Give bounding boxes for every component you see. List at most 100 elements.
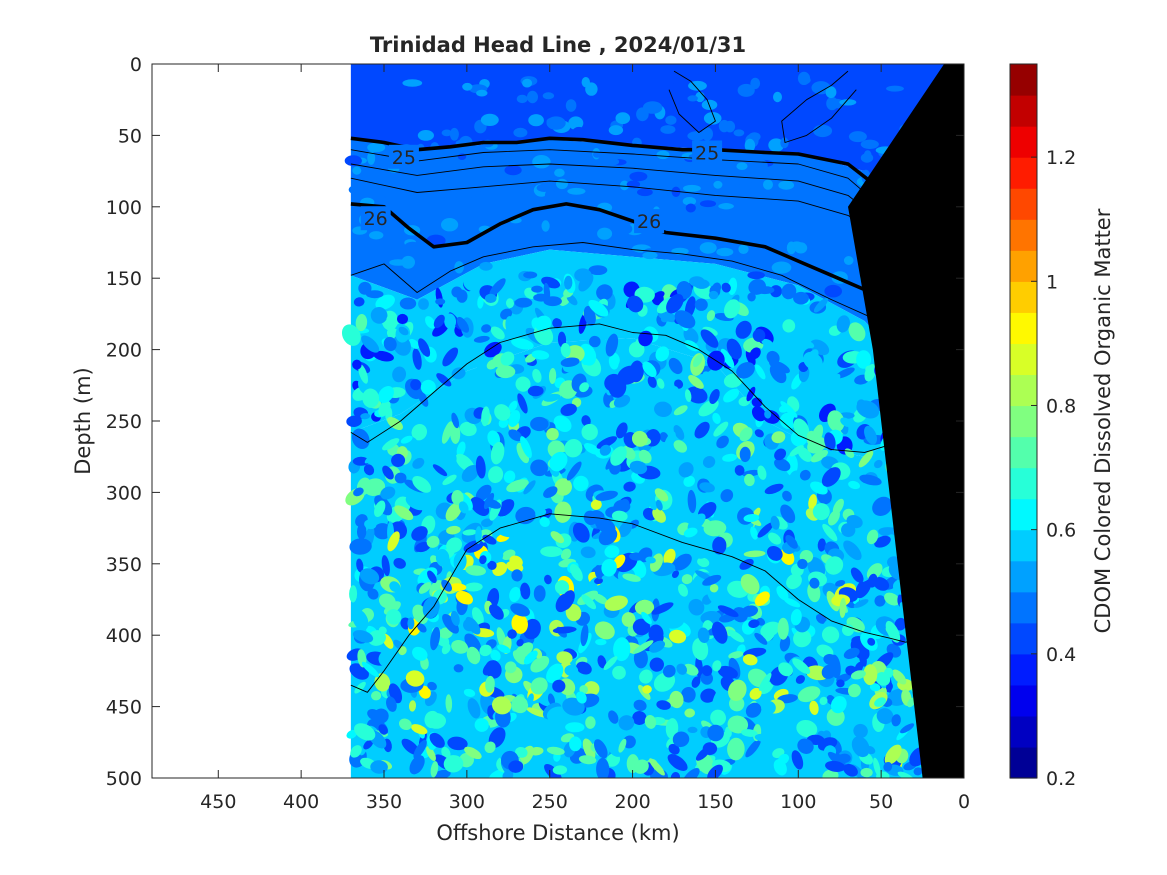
x-tick-label: 250 — [532, 791, 568, 813]
field-cell — [712, 660, 722, 672]
y-tick-label: 350 — [106, 554, 142, 576]
field-cell — [736, 362, 755, 379]
field-cell — [613, 394, 631, 408]
field-cell — [688, 374, 704, 389]
field-cell — [357, 592, 372, 611]
field-cell — [451, 490, 464, 506]
field-cell — [554, 478, 572, 496]
field-cell — [354, 723, 376, 741]
field-cell — [490, 441, 505, 465]
field-cell — [687, 95, 698, 102]
y-tick-label: 400 — [106, 625, 142, 647]
colorbar-tick-label: 0.6 — [1046, 520, 1076, 542]
field-cell — [370, 307, 388, 324]
y-axis-label: Depth (m) — [71, 367, 95, 474]
field-cell — [683, 663, 699, 676]
field-cell — [417, 623, 427, 633]
field-cell — [789, 445, 804, 457]
colorbar-swatch — [1010, 374, 1037, 407]
field-cell — [564, 664, 579, 677]
field-cell — [451, 412, 460, 429]
field-cell — [486, 246, 502, 260]
field-cell — [552, 765, 568, 775]
field-cell — [405, 495, 427, 511]
density-contour — [781, 70, 857, 143]
field-cell — [515, 747, 528, 758]
field-cell — [543, 486, 558, 498]
field-cell — [755, 364, 766, 380]
field-cell — [378, 649, 398, 667]
field-cell — [644, 714, 657, 729]
field-cell — [404, 272, 414, 282]
field-cell — [856, 350, 872, 369]
field-cell — [418, 582, 432, 594]
field-cell — [747, 292, 756, 302]
field-cell — [532, 155, 551, 169]
field-cell — [741, 729, 758, 737]
density-contour — [668, 70, 716, 133]
field-cell — [405, 670, 425, 687]
field-cell — [527, 90, 538, 104]
field-cell — [407, 617, 415, 630]
field-cell — [456, 289, 468, 303]
contour-label-bg — [388, 144, 419, 169]
field-cell — [513, 127, 528, 138]
field-cell — [810, 449, 829, 463]
field-cell — [470, 497, 490, 516]
field-cell — [463, 276, 477, 292]
field-cell — [572, 126, 586, 137]
field-cell — [518, 353, 528, 368]
field-cell — [433, 769, 451, 778]
colorbar-tick-label: 1.2 — [1046, 147, 1076, 169]
field-cell — [608, 710, 619, 724]
field-cell — [471, 190, 484, 202]
field-cell — [599, 444, 612, 456]
x-tick-label: 450 — [200, 791, 236, 813]
field-cell — [778, 662, 793, 677]
field-cell — [649, 758, 665, 776]
field-cell — [797, 558, 808, 570]
field-cell — [459, 421, 477, 437]
field-cell — [492, 548, 504, 561]
band-surface — [350, 64, 948, 204]
field-cell — [344, 155, 362, 167]
field-cell — [391, 453, 406, 468]
field-cell — [754, 429, 764, 438]
field-cell — [527, 693, 534, 705]
field-cell — [848, 322, 866, 342]
field-cell — [582, 738, 596, 760]
y-axis: 0 50 100 150 200 250 300 350 400 450 500 — [106, 54, 964, 790]
field-cell — [363, 464, 375, 476]
field-cell — [359, 568, 380, 585]
field-cell — [823, 654, 838, 666]
field-cell — [793, 338, 815, 349]
field-cell — [702, 174, 717, 182]
field-cell — [450, 610, 460, 626]
field-cell — [581, 415, 591, 427]
field-cell — [516, 638, 524, 647]
field-cell — [747, 271, 765, 280]
field-cell — [569, 564, 583, 582]
field-cell — [381, 555, 390, 577]
field-cell — [386, 315, 400, 325]
field-cell — [464, 582, 483, 592]
field-cell — [367, 588, 379, 600]
field-cell — [828, 509, 840, 526]
field-cell — [897, 771, 914, 778]
contour-label-bg — [360, 206, 391, 231]
field-cell — [363, 739, 374, 750]
field-cell — [806, 430, 818, 448]
field-cell — [592, 593, 608, 605]
field-cell — [596, 436, 618, 449]
field-cell — [427, 570, 437, 584]
field-cell — [348, 185, 363, 195]
field-cell — [530, 459, 548, 477]
field-cell — [666, 293, 684, 314]
field-cell — [768, 138, 785, 152]
field-cell — [721, 282, 731, 293]
field-cell — [673, 405, 688, 416]
field-cell — [350, 745, 362, 758]
field-cell — [734, 465, 745, 476]
field-cell — [741, 605, 758, 617]
field-cell — [807, 269, 823, 282]
